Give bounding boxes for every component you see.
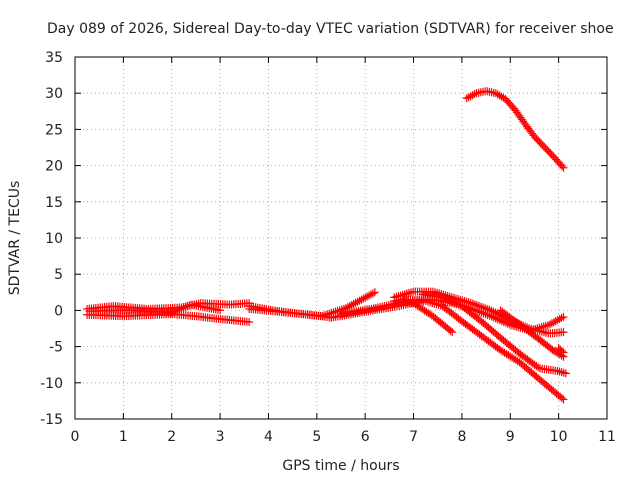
x-tick-label: 8 (457, 429, 466, 445)
data-point (468, 299, 477, 308)
y-tick-label: -10 (40, 376, 63, 392)
y-tick-label: 5 (54, 267, 63, 283)
data-point (442, 295, 451, 304)
x-tick-label: 0 (71, 429, 80, 445)
series-track-3 (85, 300, 225, 317)
data-point (499, 317, 508, 326)
y-tick-label: 0 (54, 303, 63, 319)
data-point (534, 363, 543, 372)
x-tick-label: 1 (119, 429, 128, 445)
series-track-11 (419, 290, 570, 378)
data-point (483, 305, 492, 314)
data-point (177, 304, 186, 313)
series-track-9 (399, 295, 568, 404)
series-track-5 (245, 304, 336, 322)
data-point (470, 90, 479, 99)
data-point (487, 306, 496, 315)
data-point (501, 318, 510, 327)
x-tick-label: 5 (312, 429, 321, 445)
series-track-13 (554, 344, 568, 357)
data-point (481, 304, 490, 313)
y-tick-label: 10 (45, 231, 63, 247)
data-point (557, 346, 566, 355)
data-point (448, 328, 457, 337)
data-point (438, 293, 447, 302)
data-point (559, 312, 568, 321)
x-tick-label: 6 (361, 429, 370, 445)
data-point (543, 321, 552, 330)
data-point (472, 301, 481, 310)
data-point (470, 300, 479, 309)
data-point (181, 302, 190, 311)
y-tick-label: 25 (45, 122, 63, 138)
data-point (183, 301, 192, 310)
data-point (489, 307, 498, 316)
data-point (555, 367, 564, 376)
y-tick-label: -15 (40, 412, 63, 428)
data-point (452, 299, 461, 308)
data-point (491, 308, 500, 317)
data-point (558, 162, 567, 171)
grid-lines (75, 57, 607, 419)
x-tick-label: 2 (167, 429, 176, 445)
data-point (454, 300, 463, 309)
data-point (370, 288, 379, 297)
data-point (468, 91, 477, 100)
data-point (216, 306, 225, 315)
tick-labels: 0 1 2 3 4 5 6 7 8 9 10 11 -15 -10 -5 0 5 10 15 20 25 30 35 (40, 50, 616, 445)
data-point (446, 326, 455, 335)
data-point (440, 294, 449, 303)
data-point (444, 296, 453, 305)
data-point (398, 290, 407, 299)
data-point (477, 302, 486, 311)
x-axis-label: GPS time / hours (282, 458, 399, 474)
data-point (559, 348, 568, 357)
data-point (400, 290, 409, 299)
x-tick-label: 3 (216, 429, 225, 445)
data-point (462, 94, 471, 103)
data-point (559, 395, 568, 404)
data-point (368, 289, 377, 298)
y-tick-label: 30 (45, 86, 63, 102)
data-point (245, 317, 254, 326)
x-tick-label: 9 (506, 429, 515, 445)
x-tick-label: 10 (550, 429, 568, 445)
data-point (450, 298, 459, 307)
data-point (171, 307, 180, 316)
data-point (175, 305, 184, 314)
data-point (173, 306, 182, 315)
data-point (559, 328, 568, 337)
data-point (464, 93, 473, 102)
y-axis-label: SDTVAR / TECUs (7, 181, 23, 296)
tick-marks (74, 56, 608, 420)
y-tick-label: 35 (45, 50, 63, 66)
y-tick-label: 20 (45, 159, 63, 175)
data-point (474, 301, 483, 310)
data-point (169, 307, 178, 316)
data-point (561, 369, 570, 378)
data-point (446, 297, 455, 306)
data-point (559, 368, 568, 377)
x-tick-label: 4 (264, 429, 273, 445)
data-series (83, 87, 570, 404)
chart-title: Day 089 of 2026, Sidereal Day-to-day VTE… (47, 21, 614, 37)
data-point (557, 394, 566, 403)
data-point (479, 303, 488, 312)
series-track-14 (462, 87, 568, 172)
data-point (485, 305, 494, 314)
data-point (179, 303, 188, 312)
series-track-10 (390, 296, 457, 337)
data-point (448, 297, 457, 306)
data-point (557, 313, 566, 322)
data-point (466, 92, 475, 101)
y-tick-label: -5 (49, 340, 63, 356)
data-point (559, 163, 568, 172)
y-tick-label: 15 (45, 195, 63, 211)
x-tick-label: 11 (598, 429, 616, 445)
x-tick-label: 7 (409, 429, 418, 445)
